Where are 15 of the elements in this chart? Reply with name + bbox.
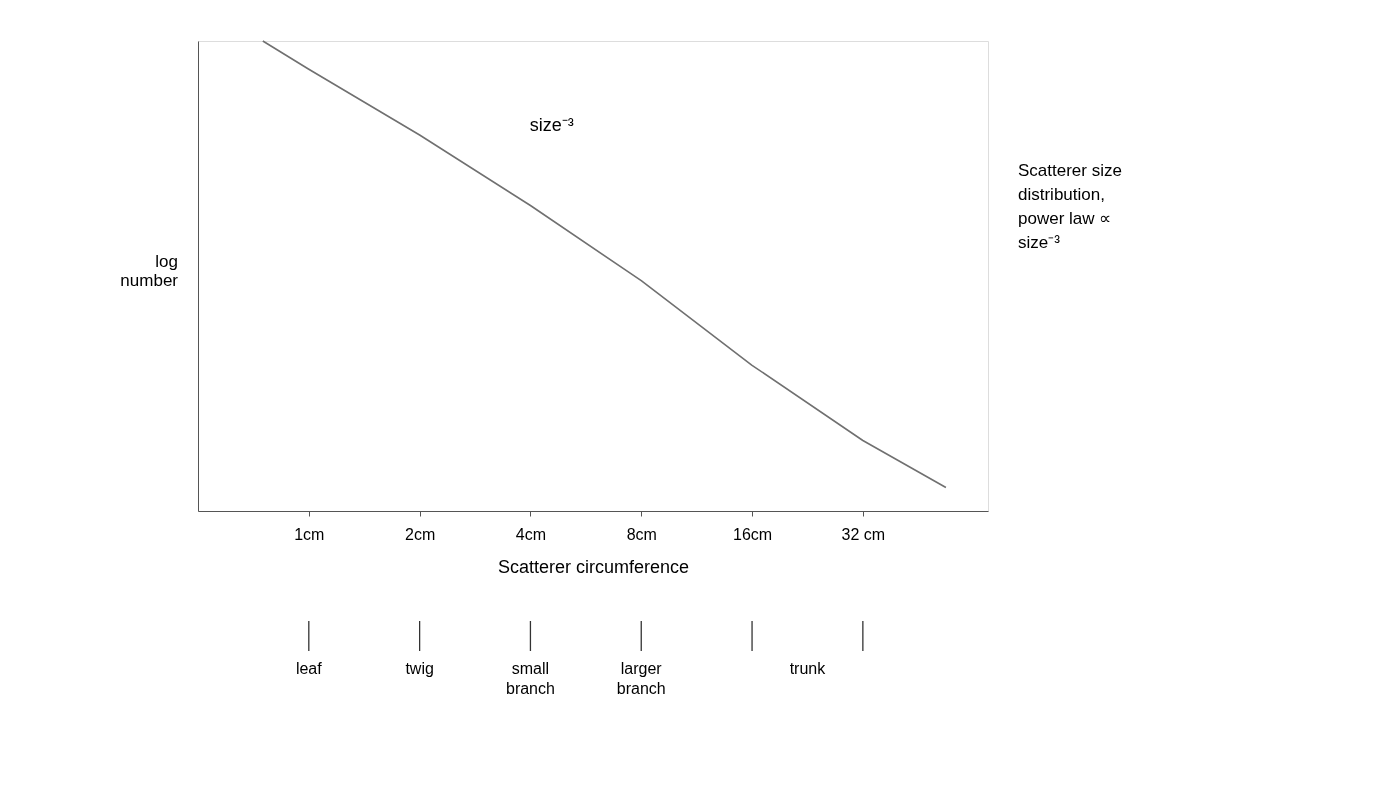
x-tick-label: 1cm <box>294 525 325 543</box>
x-tick-label: 32 cm <box>841 525 886 543</box>
text: larger branch <box>616 660 666 697</box>
text: trunk <box>789 660 827 677</box>
x-tick-label: 16cm <box>732 525 773 543</box>
x-tick-label: 2cm <box>405 525 436 543</box>
text: small branch <box>505 660 555 697</box>
x-axis-title: Scatterer circumference <box>497 556 690 577</box>
annotation: size⁻³ <box>529 115 574 135</box>
text: leaf <box>295 660 323 677</box>
text: twig <box>405 660 434 677</box>
x-tick-label: 8cm <box>626 525 657 543</box>
x-tick-label: 4cm <box>515 525 547 543</box>
text: Scatterer size distribution, power law ∝ size⁻³ <box>1018 161 1122 253</box>
y-axis-title: log number <box>120 251 179 290</box>
